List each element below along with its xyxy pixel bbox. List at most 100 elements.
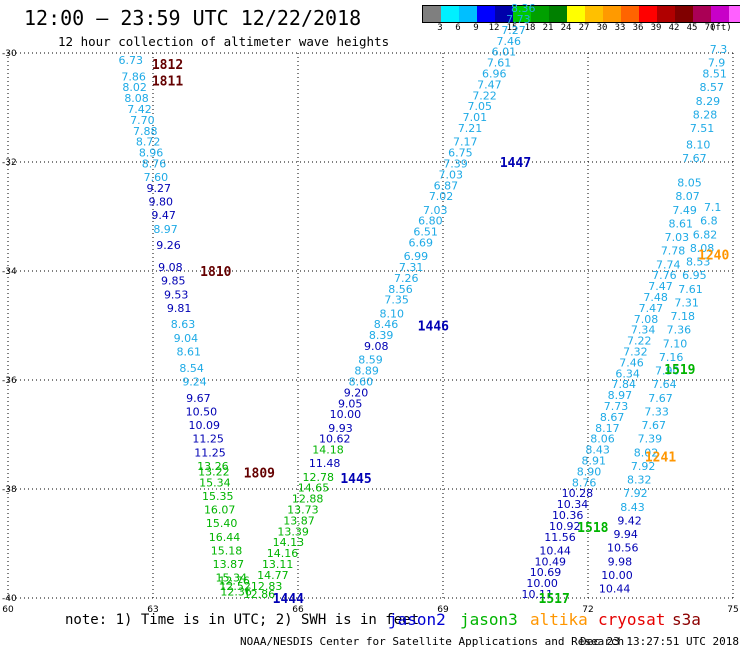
swh-value: 7.47: [648, 280, 673, 293]
swh-value: 11.48: [309, 457, 341, 470]
swh-value: 8.29: [696, 95, 721, 108]
swh-value: 9.81: [167, 302, 192, 315]
footer-credit: NOAA/NESDIS Center for Satellite Applica…: [240, 635, 625, 648]
swh-value: 8.05: [677, 177, 702, 190]
swh-value: 7.22: [472, 89, 497, 102]
swh-value: 10.00: [601, 569, 633, 582]
legend-altika: altika: [530, 610, 588, 629]
lat-tick-label: -32: [2, 158, 17, 168]
pass-id-label: 1809: [244, 467, 275, 482]
color-scale-bar: [422, 5, 740, 23]
color-swatch: [423, 6, 441, 22]
lat-tick-label: -40: [2, 594, 17, 604]
pass-id-label: 1519: [664, 363, 695, 378]
swh-value: 10.44: [539, 544, 571, 557]
swh-value: 8.28: [693, 108, 718, 121]
color-scale-label: 36: [632, 23, 644, 33]
swh-value: 13.11: [262, 558, 294, 571]
swh-value: 11.25: [194, 446, 226, 459]
swh-value: 10.00: [526, 577, 558, 590]
swh-value: 7.3: [710, 43, 728, 56]
pass-id-label: 1447: [500, 156, 531, 171]
color-swatch: [603, 6, 621, 22]
color-swatch: [711, 6, 729, 22]
swh-value: 11.56: [544, 531, 576, 544]
color-swatch: [693, 6, 711, 22]
pass-id-label: 1812: [152, 58, 183, 73]
color-swatch: [585, 6, 603, 22]
swh-value: 6.96: [482, 68, 507, 81]
swh-value: 8.43: [620, 501, 645, 514]
swh-value: 7.84: [612, 378, 637, 391]
swh-value: 9.04: [174, 332, 199, 345]
swh-value: 8.72: [136, 136, 161, 149]
swh-value: 8.56: [388, 283, 413, 296]
lat-tick-label: -38: [2, 485, 17, 495]
footer-timestamp: Dec 23 13:27:51 UTC 2018: [580, 635, 739, 648]
swh-value: 10.92: [549, 520, 581, 533]
swh-value: 6.73: [119, 54, 144, 67]
swh-value: 6.69: [409, 236, 434, 249]
swh-value: 8.08: [124, 92, 149, 105]
swh-value: 8.60: [349, 375, 374, 388]
swh-value: 7.92: [631, 460, 656, 473]
swh-value: 9.20: [344, 386, 369, 399]
swh-value: 7.61: [678, 283, 703, 296]
swh-value: 7.10: [663, 337, 688, 350]
swh-value: 8.61: [669, 217, 694, 230]
swh-value: 7.1: [704, 201, 722, 214]
swh-value: 7.73: [604, 400, 629, 413]
swh-value: 7.48: [643, 291, 668, 304]
swh-value: 7.60: [144, 171, 169, 184]
swh-value: 13.39: [277, 525, 309, 538]
color-scale-label: 9: [473, 23, 479, 33]
swh-value: 7.47: [639, 302, 664, 315]
color-scale-label: 27: [578, 23, 590, 33]
swh-value: 16.07: [204, 504, 236, 517]
swh-value: 13.26: [197, 460, 229, 473]
swh-value: 10.56: [607, 542, 639, 555]
lon-tick-label: 75: [727, 605, 738, 615]
swh-value: 14.77: [257, 569, 289, 582]
color-scale-label: 21: [542, 23, 554, 33]
color-scale-label: 24: [560, 23, 572, 33]
swh-value: 8.97: [608, 389, 633, 402]
swh-value: 7.86: [121, 70, 146, 83]
swh-value: 7.78: [661, 245, 686, 258]
swh-value: 15.34: [216, 572, 248, 585]
swh-value: 13.22: [198, 465, 230, 478]
swh-value: 6.75: [448, 147, 473, 160]
swh-value: 6.8: [700, 215, 718, 228]
swh-value: 8.96: [139, 147, 164, 160]
swh-value: 7.01: [463, 111, 488, 124]
swh-value: 7.46: [619, 356, 644, 369]
color-scale-label: 6: [455, 23, 461, 33]
swh-value: 14.18: [312, 444, 344, 457]
legend-jason2: jason2: [388, 610, 446, 629]
swh-value: 14.16: [267, 547, 299, 560]
swh-value: 10.62: [319, 433, 351, 446]
swh-value: 15.18: [211, 544, 243, 557]
color-swatch: [477, 6, 495, 22]
swh-value: 6.51: [413, 226, 438, 239]
swh-value: 9.08: [158, 261, 183, 274]
swh-value: 8.53: [686, 256, 711, 269]
swh-value: 9.47: [151, 209, 176, 222]
swh-value: 7.02: [429, 190, 454, 203]
swh-value: 7.17: [453, 136, 478, 149]
swh-value: 7.03: [423, 204, 448, 217]
swh-value: 8.51: [702, 68, 727, 81]
swh-value: 7.88: [133, 125, 158, 138]
swh-value: 7.67: [682, 152, 707, 165]
color-scale-label: 42: [668, 23, 680, 33]
color-swatch: [729, 6, 740, 22]
map-subtitle: 12 hour collection of altimeter wave hei…: [58, 34, 390, 49]
swh-value: 8.57: [699, 81, 724, 94]
swh-value: 8.32: [627, 474, 652, 487]
swh-value: 6.99: [404, 250, 429, 263]
pass-id-label: 1240: [698, 249, 729, 264]
swh-value: 10.44: [599, 583, 631, 596]
pass-id-label: 1810: [200, 265, 231, 280]
